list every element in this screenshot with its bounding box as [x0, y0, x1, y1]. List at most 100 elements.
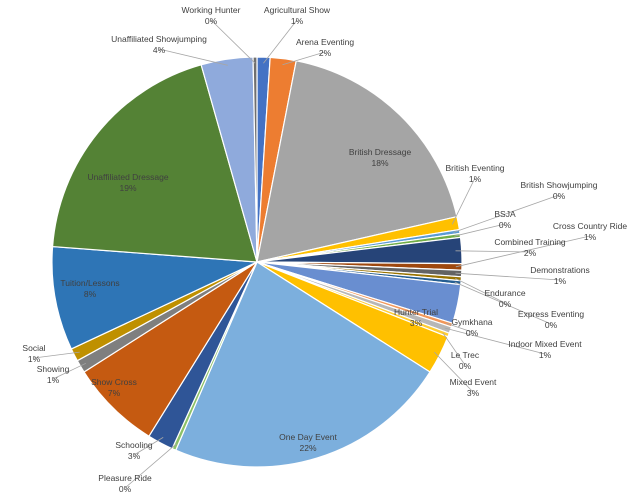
slice-labels: Agricultural Show 1%Arena Eventing 2%Briti… [22, 5, 627, 494]
slice-percent: 0% [499, 299, 512, 309]
slice-label-mixed-event: Mixed Event 3% [450, 377, 497, 398]
slice-percent: 1% [584, 232, 597, 242]
slice-percent: 1% [291, 16, 304, 26]
slice-category: BSJA [494, 209, 516, 219]
leader-line-pleasure-ride [124, 443, 177, 489]
slice-label-british-dressage: British Dressage 18% [349, 147, 412, 168]
slice-label-indoor-mixed-event: Indoor Mixed Event 1% [508, 339, 582, 360]
slice-label-unaffiliated-showjumping: Unaffiliated Showjumping 4% [111, 34, 207, 55]
slice-label-british-eventing: British Eventing 1% [445, 163, 504, 184]
slice-percent: 0% [466, 328, 479, 338]
slice-percent: 8% [84, 289, 97, 299]
slice-percent: 18% [371, 158, 388, 168]
slice-label-cross-country-ride: Cross Country Ride 1% [553, 221, 627, 242]
slice-category: Gymkhana [451, 317, 492, 327]
leader-line-mixed-event [434, 351, 474, 393]
slice-percent: 2% [524, 248, 537, 258]
leader-line-le-trec [442, 332, 466, 366]
slice-label-le-trec: Le Trec 0% [451, 350, 480, 371]
slice-label-schooling: Schooling 3% [115, 440, 153, 461]
slice-label-showing: Showing 1% [37, 364, 70, 385]
slice-label-show-cross: Show Cross 7% [91, 377, 137, 398]
leader-line-bsja [454, 223, 506, 237]
leader-line-agricultural-show [263, 19, 298, 64]
slice-label-combined-training: Combined Training 2% [494, 237, 566, 258]
leader-line-showing [52, 362, 87, 380]
slice-category: Le Trec [451, 350, 480, 360]
slice-category: Showing [37, 364, 70, 374]
slice-label-working-hunter: Working Hunter 0% [182, 5, 241, 26]
slice-percent: 0% [553, 191, 566, 201]
pie-slice-british-dressage [256, 60, 458, 263]
slice-category: Schooling [115, 440, 153, 450]
leader-line-demonstrations [455, 272, 561, 281]
slice-percent: 0% [119, 484, 132, 494]
leader-line-british-showjumping [453, 194, 560, 233]
slice-category: Demonstrations [530, 265, 590, 275]
leader-line-unaffiliated-showjumping [158, 48, 228, 66]
slice-label-one-day-event: One Day Event 22% [279, 432, 337, 453]
slice-category: Working Hunter [182, 5, 241, 15]
slice-category: Tuition/Lessons [60, 278, 119, 288]
slice-category: Combined Training [494, 237, 566, 247]
slice-label-endurance: Endurance 0% [484, 288, 525, 309]
slice-category: Hunter Trial [394, 307, 438, 317]
leader-lines [33, 19, 591, 489]
slice-category: Unaffiliated Showjumping [111, 34, 207, 44]
slice-percent: 1% [28, 354, 41, 364]
slice-percent: 0% [545, 320, 558, 330]
pie-slice-one-day-event [174, 261, 431, 468]
slice-percent: 0% [205, 16, 218, 26]
leader-line-working-hunter [210, 19, 256, 64]
slice-category: Mixed Event [450, 377, 497, 387]
leader-line-combined-training [455, 250, 531, 253]
slice-category: British Showjumping [520, 180, 597, 190]
slice-label-hunter-trial: Hunter Trial 3% [394, 307, 438, 328]
slice-category: British Eventing [445, 163, 504, 173]
slice-label-pleasure-ride: Pleasure Ride 0% [98, 473, 152, 494]
slice-percent: 0% [459, 361, 472, 371]
leader-line-cross-country-ride [455, 235, 591, 268]
leader-line-british-eventing [451, 177, 476, 225]
slice-category: Agricultural Show [264, 5, 331, 15]
slice-category: Social [22, 343, 45, 353]
slice-percent: 19% [119, 183, 136, 193]
slice-category: Cross Country Ride [553, 221, 627, 231]
leader-line-express-eventing [454, 281, 552, 325]
slice-category: Show Cross [91, 377, 137, 387]
slice-percent: 1% [47, 375, 60, 385]
slice-category: Arena Eventing [296, 37, 354, 47]
slice-label-gymkhana: Gymkhana 0% [451, 317, 492, 338]
slice-label-bsja: BSJA 0% [494, 209, 516, 230]
slice-category: Indoor Mixed Event [508, 339, 582, 349]
leader-line-gymkhana [446, 322, 473, 333]
leader-line-schooling [133, 437, 164, 456]
slice-category: Endurance [484, 288, 525, 298]
slice-percent: 1% [469, 174, 482, 184]
slice-label-arena-eventing: Arena Eventing 2% [296, 37, 354, 58]
slice-label-social: Social 1% [22, 343, 45, 364]
pie-slice-working-hunter [252, 56, 258, 263]
slice-percent: 4% [153, 45, 166, 55]
slice-category: Unaffiliated Dressage [87, 172, 168, 182]
slice-percent: 3% [467, 388, 480, 398]
slice-percent: 1% [554, 276, 567, 286]
slice-label-express-eventing: Express Eventing 0% [518, 309, 584, 330]
slice-percent: 1% [539, 350, 552, 360]
slice-label-agricultural-show: Agricultural Show 1% [264, 5, 331, 26]
slice-percent: 3% [128, 451, 141, 461]
slice-percent: 0% [499, 220, 512, 230]
slice-percent: 7% [108, 388, 121, 398]
leader-line-arena-eventing [282, 51, 326, 66]
slice-category: One Day Event [279, 432, 337, 442]
slice-category: British Dressage [349, 147, 412, 157]
slice-percent: 3% [410, 318, 423, 328]
slice-percent: 22% [299, 443, 316, 453]
leader-line-endurance [455, 277, 506, 304]
leader-line-indoor-mixed-event [444, 327, 546, 355]
slice-label-tuition-lessons: Tuition/Lessons 8% [60, 278, 119, 299]
slice-category: Pleasure Ride [98, 473, 152, 483]
leader-line-social [33, 351, 80, 359]
slice-label-unaffiliated-dressage: Unaffiliated Dressage 19% [87, 172, 168, 193]
